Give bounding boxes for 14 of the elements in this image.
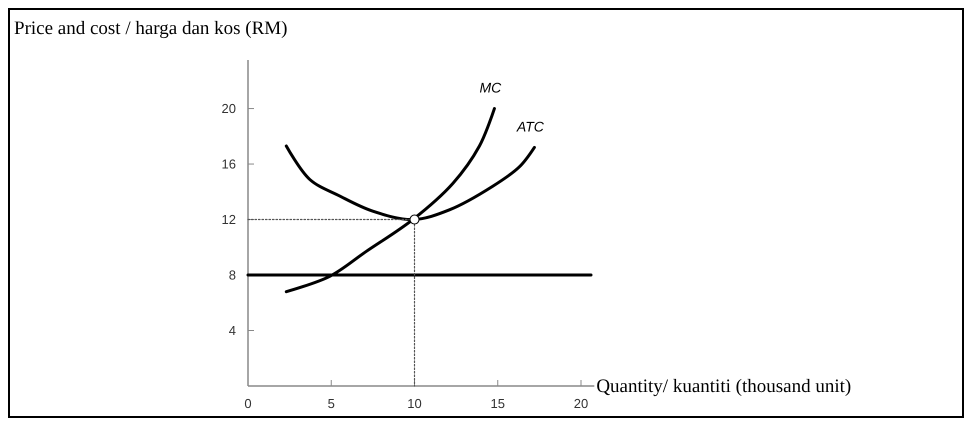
y-axis-title: Price and cost / harga dan kos (RM)	[14, 18, 288, 39]
y-tick-label: 4	[228, 323, 236, 338]
x-tick-label: 20	[574, 396, 588, 411]
y-tick-label: 12	[222, 212, 236, 228]
series-label: MC	[480, 80, 502, 96]
x-axis-title: Quantity/ kuantiti (thousand unit)	[596, 376, 852, 397]
x-tick-label: 5	[328, 396, 335, 411]
y-tick-label: 20	[222, 101, 236, 116]
x-tick-label: 15	[490, 396, 505, 411]
y-tick-label: 8	[228, 268, 236, 283]
y-tick-label: 16	[222, 156, 236, 172]
x-tick-label: 0	[244, 396, 252, 411]
x-tick-label: 10	[407, 396, 422, 411]
series-label: ATC	[516, 118, 545, 134]
